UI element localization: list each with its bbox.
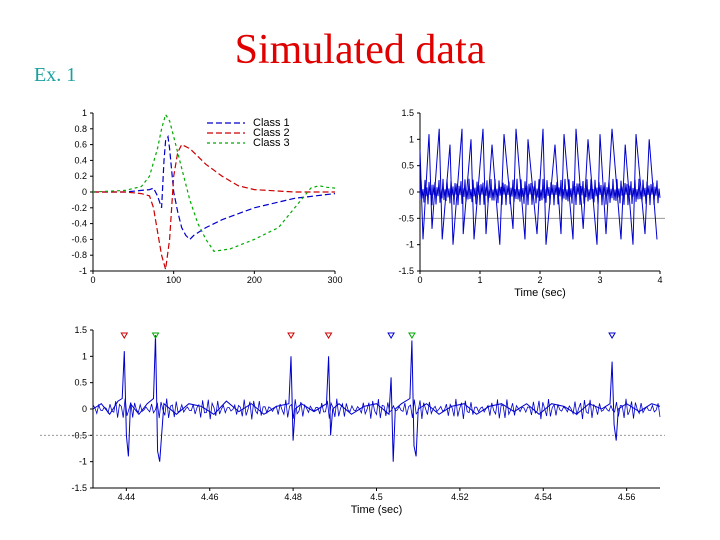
legend-entry: Class 3 [253,137,290,149]
y-tick-label: 0.2 [74,171,87,181]
x-tick-label: 4.56 [618,492,636,502]
spike-marker [151,332,160,339]
x-tick-label: 300 [327,275,342,285]
y-tick-label: -0.2 [71,203,87,213]
y-tick-label: -1.5 [398,266,414,276]
chart-signal-zoom: 4.44 4.46 4.48 4.5 4.52 4.54 4.56 1.5 1 0.5 0 -0.5 -… [40,325,665,516]
x-tick-label: 3 [597,275,602,285]
spike-marker [287,332,295,339]
x-axis-label: Time (sec) [351,504,403,516]
y-tick-label: -0.5 [398,213,414,223]
signal-noise-band [92,398,661,420]
y-tick-label: 0.8 [74,124,87,134]
slide-label: Ex. 1 [34,64,77,86]
legend-entry: Class 2 [253,127,290,139]
series-line-1 [419,128,658,245]
chart-class-templates: 0 100 200 300 1 0.8 0.6 0.4 0.2 0 -0.2 -0.4 -0.6 -0.8… [71,108,342,285]
y-tick-label: 0.5 [74,378,87,388]
y-tick-label: 1 [409,134,414,144]
y-tick-label: -0.8 [71,250,87,260]
x-tick-label: 200 [247,275,262,285]
x-tick-label: 4.46 [201,492,219,502]
y-tick-label: 1.5 [74,325,87,335]
x-tick-label: 4.54 [534,492,552,502]
y-tick-label: 0 [82,187,87,197]
y-tick-label: 1 [82,351,87,361]
x-tick-label: 2 [537,275,542,285]
x-tick-label: 1 [477,275,482,285]
spike-marker [608,332,616,339]
legend-entry: Class 1 [253,117,290,129]
series-line-1 [92,335,661,462]
x-tick-label: 4.48 [284,492,302,502]
series-line-3 [92,113,336,252]
x-tick-label: 4.52 [451,492,469,502]
y-tick-label: 0.4 [74,155,87,165]
y-tick-label: -1.5 [71,483,87,493]
y-tick-label: 0 [82,404,87,414]
series-line-1 [93,134,336,241]
y-tick-label: 0.5 [401,161,414,171]
x-tick-label: 4 [657,275,662,285]
x-tick-label: 4.5 [370,492,383,502]
x-tick-label: 100 [166,275,181,285]
spike-marker [120,332,129,339]
spike-marker [387,332,395,339]
signal-noise-band [419,178,661,206]
y-tick-label: 1.5 [401,108,414,118]
y-tick-label: 1 [82,108,87,118]
x-tick-label: 0 [90,275,95,285]
x-axis-label: Time (sec) [514,287,566,299]
y-tick-label: -1 [406,240,414,250]
x-tick-label: 0 [417,275,422,285]
spike-marker [324,332,333,339]
chart-simulated-signal: 0 1 2 3 4 1.5 1 0.5 0 -0.5 -1 -1.5 Time (sec) [398,108,665,299]
y-tick-label: 0.6 [74,140,87,150]
y-tick-label: -1 [79,266,87,276]
slide-title: Simulated data [234,27,486,73]
y-tick-label: -0.4 [71,219,87,229]
y-tick-label: -1 [79,457,87,467]
x-tick-label: 4.44 [118,492,136,502]
series-line-2 [93,143,335,270]
y-tick-label: 0 [409,187,414,197]
y-tick-label: -0.6 [71,234,87,244]
y-tick-label: -0.5 [71,430,87,440]
spike-marker [408,332,416,339]
